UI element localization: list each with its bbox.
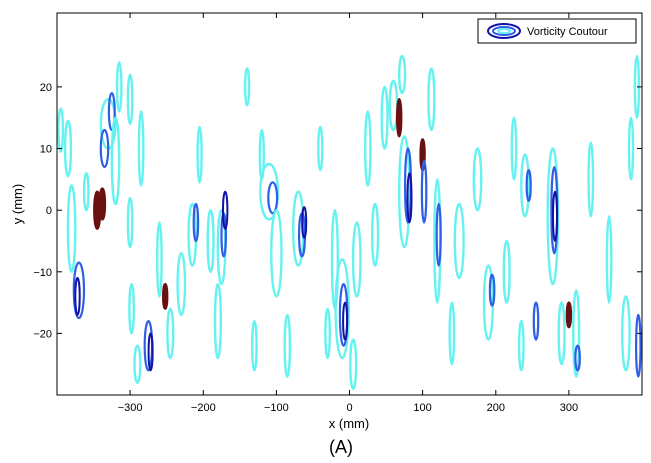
- contour-blob-high: [552, 190, 558, 242]
- contour-blob-low: [397, 134, 411, 249]
- contour-blob-mid: [435, 202, 442, 267]
- contour-blob-mid: [99, 128, 110, 169]
- contour-blob-high: [222, 190, 229, 230]
- y-tick-label: −10: [33, 267, 52, 279]
- y-tick-label: 0: [46, 205, 52, 217]
- contour-blob-high: [406, 172, 413, 224]
- contour-blob-low: [557, 301, 566, 366]
- contour-blob-low: [196, 125, 203, 184]
- contour-blob-high: [74, 276, 81, 316]
- legend-box: [477, 18, 637, 44]
- legend: Vorticity Coutour: [477, 18, 637, 44]
- contour-blob-low: [206, 208, 215, 273]
- contour-blob-low: [572, 289, 581, 378]
- contour-blob-low: [371, 202, 380, 267]
- contour-blob-mid: [267, 181, 279, 215]
- contour-blob-low: [166, 307, 175, 360]
- contour-blob-peak: [396, 97, 403, 138]
- contour-blob-low: [427, 67, 436, 132]
- contour-blob-low: [621, 295, 631, 372]
- contour-blob-low: [137, 110, 145, 187]
- contour-blob-low: [502, 239, 511, 304]
- y-axis-label: y (mm): [10, 184, 25, 224]
- contour-blob-low: [57, 107, 65, 153]
- contour-blob-low: [213, 282, 223, 360]
- contour-blob-low: [115, 61, 123, 113]
- contour-blob-peak: [565, 301, 573, 329]
- contour-blob-low: [363, 110, 372, 187]
- contour-blob-low: [587, 141, 595, 218]
- contour-blob-mid: [192, 202, 200, 243]
- contour-blob-low: [270, 209, 283, 298]
- contour-blob-high: [342, 301, 349, 341]
- contour-blob-peak: [161, 282, 169, 310]
- contour-blob-mid: [574, 344, 581, 372]
- contour-blob-mid: [72, 261, 86, 320]
- contour-blob-low: [82, 171, 90, 212]
- contour-blob-low: [63, 119, 73, 178]
- contour-blobs: [57, 54, 642, 391]
- contour-blob-low: [128, 282, 136, 335]
- legend-swatch-outer: [487, 23, 521, 39]
- contour-blob-low: [155, 221, 163, 298]
- legend-swatch-inner: [497, 28, 511, 34]
- contour-blob-low: [126, 196, 134, 249]
- contour-blob-low: [250, 319, 258, 372]
- contour-blob-low: [520, 153, 530, 218]
- contour-blob-mid: [525, 169, 532, 203]
- x-tick-label: 0: [346, 402, 352, 414]
- contour-blob-mid: [634, 313, 642, 378]
- contour-blob-low: [398, 54, 407, 95]
- x-tick-label: −100: [264, 402, 289, 414]
- contour-blob-low: [110, 116, 121, 206]
- x-tick-label: 200: [487, 402, 505, 414]
- contour-blob-low: [176, 252, 187, 317]
- figure-caption: (A): [329, 437, 353, 457]
- contour-blob-low: [453, 202, 465, 280]
- contour-blob-low: [66, 184, 77, 273]
- y-tick-label: 20: [40, 82, 52, 94]
- contour-blob-mid: [420, 159, 428, 224]
- contour-blob-low: [259, 162, 280, 221]
- x-tick-label: 100: [413, 402, 431, 414]
- contour-blob-mid: [488, 273, 496, 307]
- y-tick-label: −20: [33, 328, 52, 340]
- y-tick-label: 10: [40, 144, 52, 156]
- contour-blob-peak: [98, 187, 107, 221]
- contour-blob-high: [147, 332, 154, 372]
- x-tick-label: 300: [560, 402, 578, 414]
- contour-blob-low: [324, 307, 331, 360]
- contour-blob-mid: [532, 301, 540, 341]
- x-axis-label: x (mm): [329, 416, 369, 431]
- contour-blob-low: [317, 125, 324, 172]
- contour-blob-low: [605, 215, 613, 304]
- contour-blob-low: [187, 202, 198, 267]
- contour-blob-low: [291, 190, 305, 267]
- legend-swatch-mid: [492, 26, 516, 36]
- contour-blob-low: [517, 319, 525, 372]
- x-tick-label: −200: [191, 402, 216, 414]
- contour-blob-low: [243, 67, 251, 107]
- contour-blob-low: [448, 301, 456, 366]
- contour-blob-low: [283, 313, 292, 378]
- legend-label: Vorticity Coutour: [527, 26, 608, 38]
- contour-blob-low: [349, 338, 358, 391]
- contour-blob-low: [334, 258, 351, 360]
- contour-blob-low: [380, 85, 389, 150]
- contour-blob-high: [301, 206, 308, 239]
- x-tick-label: −300: [118, 402, 143, 414]
- contour-blob-low: [510, 116, 518, 181]
- contour-blob-low: [351, 221, 362, 298]
- contour-blob-low: [133, 344, 142, 384]
- contour-blob-low: [472, 147, 483, 212]
- contour-blob-low: [126, 73, 134, 126]
- contour-blob-low: [627, 116, 635, 181]
